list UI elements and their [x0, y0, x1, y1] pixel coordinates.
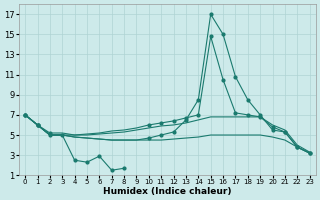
X-axis label: Humidex (Indice chaleur): Humidex (Indice chaleur): [103, 187, 232, 196]
